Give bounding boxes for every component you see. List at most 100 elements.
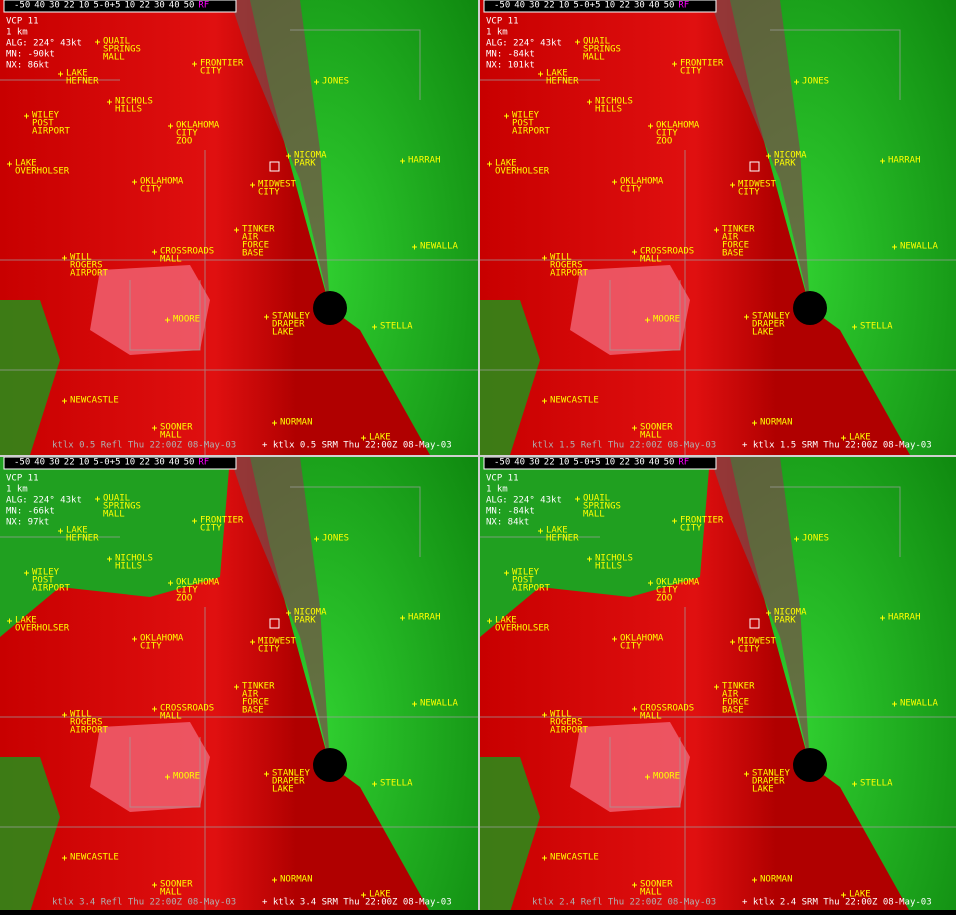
place-label: NORMAN (280, 418, 313, 428)
vcp-label: VCP 11 (486, 17, 519, 27)
place-marker (672, 518, 677, 524)
place-label: STELLA (860, 779, 893, 789)
colorbar-label: 50 (184, 1, 195, 11)
place-marker (24, 570, 29, 576)
colorbar-label: 30 (634, 458, 645, 468)
place-label: OKLAHOMA (176, 121, 220, 131)
place-label: NICHOLS (115, 97, 153, 107)
inbound-area-2 (480, 457, 710, 637)
place-label: OVERHOLSER (495, 624, 550, 634)
colorbar-label: 30 (49, 1, 60, 11)
place-marker (400, 158, 405, 164)
inbound-area-3 (0, 300, 60, 455)
place-marker (152, 706, 157, 712)
place-label: CITY (680, 67, 702, 77)
place-label: AIRPORT (70, 726, 109, 736)
place-label: HARRAH (408, 613, 441, 623)
place-label: NORMAN (760, 875, 793, 885)
place-label: ROGERS (70, 261, 103, 271)
place-label: FORCE (242, 698, 269, 708)
scale-label: 1 km (486, 485, 508, 495)
place-label: NICOMA (294, 608, 327, 618)
alg-label: ALG: 224° 43kt (486, 39, 562, 49)
place-label: CITY (176, 129, 198, 139)
place-marker (487, 161, 492, 167)
place-label: NICOMA (774, 608, 807, 618)
colorbar-label: 5-0+5 (93, 1, 120, 11)
place-label: MIDWEST (258, 637, 297, 647)
place-marker (400, 615, 405, 621)
place-marker (250, 182, 255, 188)
place-marker (272, 877, 277, 883)
min-velocity: MN: -84kt (486, 50, 535, 60)
colorbar-label: 22 (139, 458, 150, 468)
place-label: WILEY (512, 111, 540, 121)
max-velocity: NX: 101kt (486, 61, 535, 71)
place-marker (794, 79, 799, 85)
place-marker (504, 570, 509, 576)
place-label: WILL (70, 710, 92, 720)
max-velocity: NX: 86kt (6, 61, 49, 71)
place-marker (361, 435, 366, 441)
place-marker (752, 877, 757, 883)
place-marker (648, 580, 653, 586)
place-marker (234, 227, 239, 233)
place-label: MALL (640, 888, 662, 898)
place-label: CITY (258, 188, 280, 198)
place-marker (165, 317, 170, 323)
place-marker (632, 425, 637, 431)
place-label: BASE (722, 249, 744, 259)
footer-refl: ktlx 3.4 Refl Thu 22:00Z 08-May-03 (52, 898, 236, 908)
place-label: AIRPORT (512, 584, 551, 594)
place-label: WILL (550, 710, 572, 720)
dark-band (710, 457, 810, 765)
place-label: CITY (140, 642, 162, 652)
scale-label: 1 km (6, 28, 28, 38)
place-label: HILLS (595, 105, 622, 115)
place-label: CITY (738, 188, 760, 198)
place-marker (645, 317, 650, 323)
place-label: LAKE (849, 433, 871, 443)
place-marker (7, 618, 12, 624)
panel-divider (0, 455, 956, 457)
place-label: QUAIL (103, 494, 130, 504)
colorbar-label: 22 (544, 458, 555, 468)
panel-body (0, 0, 478, 455)
place-label: LAKE (369, 433, 391, 443)
min-velocity: MN: -66kt (6, 507, 55, 517)
place-marker (672, 61, 677, 67)
place-label: STELLA (380, 779, 413, 789)
colorbar-label: 30 (154, 1, 165, 11)
place-marker (58, 71, 63, 77)
place-marker (648, 123, 653, 129)
colorbar-label: 50 (184, 458, 195, 468)
colorbar-label: 10 (559, 1, 570, 11)
place-marker (542, 712, 547, 718)
outbound-core (90, 265, 210, 355)
vcp-label: VCP 11 (486, 474, 519, 484)
place-label: TINKER (242, 225, 275, 235)
place-label: ZOO (176, 594, 192, 604)
place-label: MOORE (653, 772, 680, 782)
place-label: LAKE (495, 616, 517, 626)
colorbar-label: 50 (664, 458, 675, 468)
place-label: AIRPORT (32, 127, 71, 137)
place-label: PARK (774, 616, 796, 626)
place-label: LAKE (272, 328, 294, 338)
alg-label: ALG: 224° 43kt (6, 496, 82, 506)
place-label: PARK (294, 616, 316, 626)
colorbar-label: 22 (619, 458, 630, 468)
colorbar-label: 10 (79, 458, 90, 468)
place-marker (841, 892, 846, 898)
place-label: FORCE (722, 698, 749, 708)
min-velocity: MN: -84kt (486, 507, 535, 517)
place-label: NEWCASTLE (550, 396, 599, 406)
place-label: NEWCASTLE (70, 396, 119, 406)
place-marker (632, 249, 637, 255)
place-marker (152, 882, 157, 888)
place-label: MOORE (653, 315, 680, 325)
place-label: LAKE (272, 785, 294, 795)
place-marker (714, 684, 719, 690)
